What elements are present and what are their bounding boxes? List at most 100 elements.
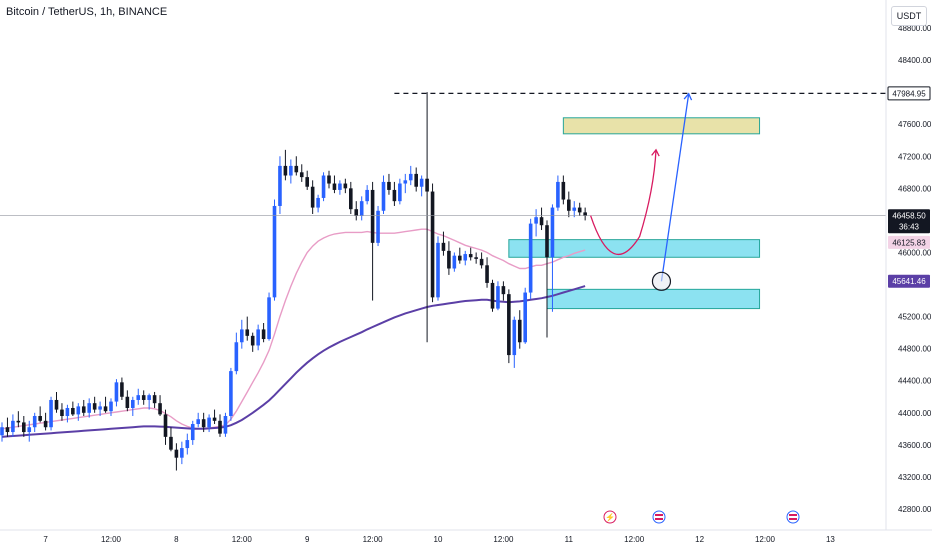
x-tick-label: 13 [826,535,835,544]
candle-body [87,403,91,413]
candle-body [398,183,402,202]
candle-body [523,292,527,343]
candle-body [49,399,53,428]
ma-fast-price-label-bg [888,235,930,249]
candle-body [583,212,587,216]
candle-body [463,254,468,261]
y-tick-label: 42800.00 [898,505,932,514]
y-tick-label: 44400.00 [898,377,932,386]
candle-body [201,419,206,428]
x-tick-label: 8 [174,535,179,544]
currency-unit-button[interactable]: USDT [891,6,927,26]
candle-body [425,178,429,192]
candle-body [577,207,582,213]
short-path [589,149,657,256]
candle-body [278,165,282,206]
candle-body [365,189,369,202]
ma-slow-price-label-text: 45641.46 [892,277,926,286]
us-flag-icon [652,510,666,524]
chart-title: Bitcoin / TetherUS, 1h, BINANCE [6,6,168,18]
zone-layer [508,117,761,310]
candle-body [419,178,424,187]
candle-body [54,399,59,410]
candle-body [561,181,566,200]
candle-body [474,257,478,259]
candle-body [550,207,555,258]
candle-body [272,205,277,298]
candle-body [349,188,353,210]
long-path-arrowhead [683,92,693,101]
us-flag-icon-stripe [655,514,663,516]
candle-body [163,414,168,437]
candle-body [392,189,397,202]
candle-body [501,286,506,295]
y-tick-label: 47600.00 [898,120,932,129]
candle-body [408,173,413,181]
candle-body [76,406,81,415]
candle-body [327,175,331,184]
long-path [660,93,690,282]
candle-body [60,409,64,417]
candle-body [0,427,4,436]
candle-body [180,448,184,458]
zone-target [562,117,761,135]
candle-body [234,342,239,372]
ma-fast-price-label-text: 46125.83 [892,238,926,247]
candle-body [299,172,304,178]
candle-body [321,175,326,198]
candle-body [414,173,418,187]
candle-body [479,258,484,266]
y-tick-label: 43200.00 [898,473,932,482]
candle-body [507,294,511,356]
candle-body [27,427,32,433]
candle-body [458,255,462,261]
y-tick-label: 44800.00 [898,345,932,354]
candle-body [92,403,97,410]
candle-body [240,329,244,343]
candle-body [158,403,162,415]
us-flag-icon [786,510,800,524]
candle-body [359,201,364,216]
candle-body [490,282,495,309]
candle-body [343,183,348,189]
x-tick-label: 12:00 [101,535,122,544]
moving-averages [1,228,586,438]
candle-body [305,177,309,187]
candle-body [381,181,386,211]
candle-body [114,382,119,402]
y-tick-label: 43600.00 [898,441,932,450]
y-tick-label: 46800.00 [898,184,932,193]
candle-body [332,183,337,190]
candle-body [32,416,37,428]
candle-body [545,225,549,258]
lightning-glyph: ⚡ [605,512,615,522]
candle-body [370,189,375,243]
x-tick-label: 12:00 [493,535,514,544]
x-tick-label: 7 [43,535,48,544]
candle-body [147,395,151,400]
candle-body [528,223,533,293]
price-labels: 47984.95 46458.50 36:43 46125.83 45641.46 [887,86,931,288]
candle-body [485,265,489,283]
candle-body [11,420,15,433]
candle-body [338,183,342,190]
candle-body [207,417,211,428]
candle-body [196,419,200,425]
lightning-event-icon [603,510,617,524]
ma-slow-price-label-bg [888,274,930,288]
us-flag-icon-stripe [789,514,797,516]
candle-body [256,329,260,346]
x-tick-label: 9 [305,535,310,544]
candle-body [109,401,113,412]
current-price-label-text: 46458.50 [892,212,926,221]
candle-body [567,199,571,211]
candle-body [229,371,233,417]
candle-body [310,186,315,208]
candle-body [218,420,222,434]
candle-body [81,406,86,413]
candle-body [103,406,108,412]
candle-body [169,436,173,450]
us-flag-icon-stripe [655,518,663,520]
